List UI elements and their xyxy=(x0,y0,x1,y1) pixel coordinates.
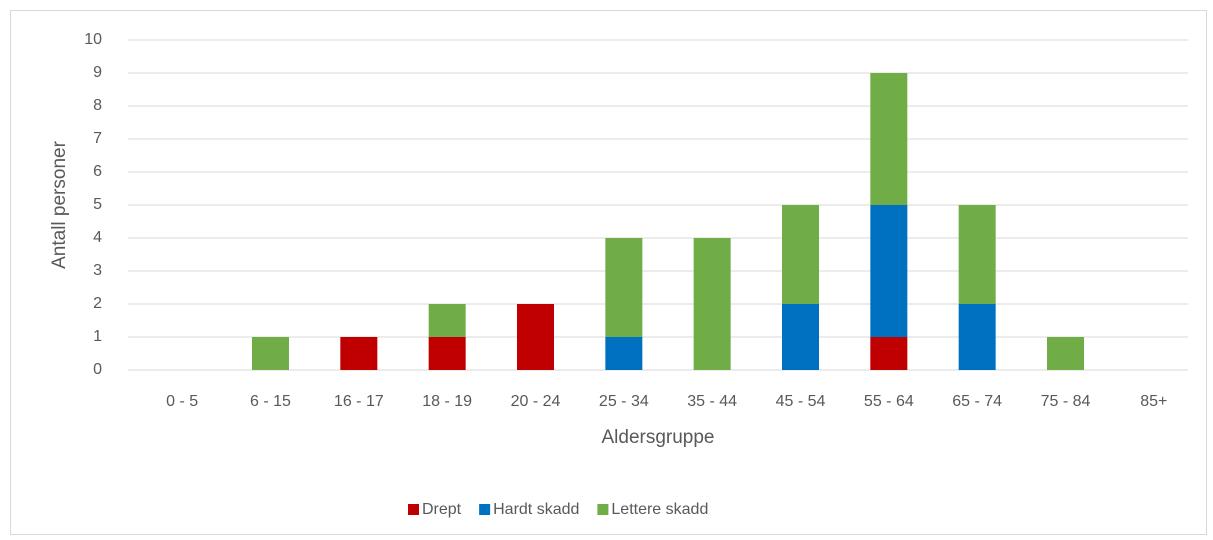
legend-label: Hardt skadd xyxy=(493,501,579,518)
bar-segment xyxy=(870,205,908,337)
legend-swatch xyxy=(408,504,419,515)
bar-segment xyxy=(252,337,289,370)
x-tick-label: 35 - 44 xyxy=(687,393,737,410)
x-tick-label: 16 - 17 xyxy=(334,393,384,410)
legend-swatch xyxy=(597,504,609,515)
bar-segment xyxy=(693,238,731,370)
legend-swatch xyxy=(479,504,491,515)
bar-segment xyxy=(782,304,819,370)
x-tick-label: 0 - 5 xyxy=(166,393,198,410)
y-axis-label: Antall personer xyxy=(49,140,70,268)
y-tick-label: 3 xyxy=(93,262,102,279)
y-tick-label: 1 xyxy=(93,328,102,345)
bar-segment xyxy=(870,337,908,370)
x-tick-label: 25 - 34 xyxy=(599,393,649,410)
legend-label: Lettere skadd xyxy=(611,501,708,518)
bar-segment xyxy=(1047,337,1084,370)
bar-segment xyxy=(605,337,643,370)
bar-segment xyxy=(605,238,643,337)
y-tick-label: 10 xyxy=(84,31,102,48)
y-tick-label: 0 xyxy=(93,361,102,378)
legend-label: Drept xyxy=(422,501,462,518)
x-tick-label: 65 - 74 xyxy=(952,393,1002,410)
bar-segment xyxy=(958,304,996,370)
y-tick-label: 6 xyxy=(93,163,102,180)
x-axis-label: Aldersgruppe xyxy=(601,427,714,448)
x-tick-label: 75 - 84 xyxy=(1041,393,1091,410)
x-tick-label: 85+ xyxy=(1140,393,1167,410)
bar-segment xyxy=(428,304,466,337)
bar-segment xyxy=(782,205,819,304)
bar-segment xyxy=(958,205,996,304)
y-tick-label: 2 xyxy=(93,295,102,312)
bar-segment xyxy=(870,73,908,205)
x-tick-label: 6 - 15 xyxy=(250,393,291,410)
bar-segment xyxy=(517,304,554,370)
y-tick-label: 7 xyxy=(93,130,102,147)
y-tick-label: 4 xyxy=(93,229,102,246)
y-tick-label: 5 xyxy=(93,196,102,213)
x-tick-label: 45 - 54 xyxy=(776,393,826,410)
bar-segment xyxy=(428,337,466,370)
y-tick-label: 8 xyxy=(93,97,102,114)
x-tick-label: 55 - 64 xyxy=(864,393,914,410)
x-tick-label: 18 - 19 xyxy=(422,393,472,410)
bar-segment xyxy=(340,337,378,370)
y-tick-label: 9 xyxy=(93,64,102,81)
x-tick-label: 20 - 24 xyxy=(511,393,561,410)
